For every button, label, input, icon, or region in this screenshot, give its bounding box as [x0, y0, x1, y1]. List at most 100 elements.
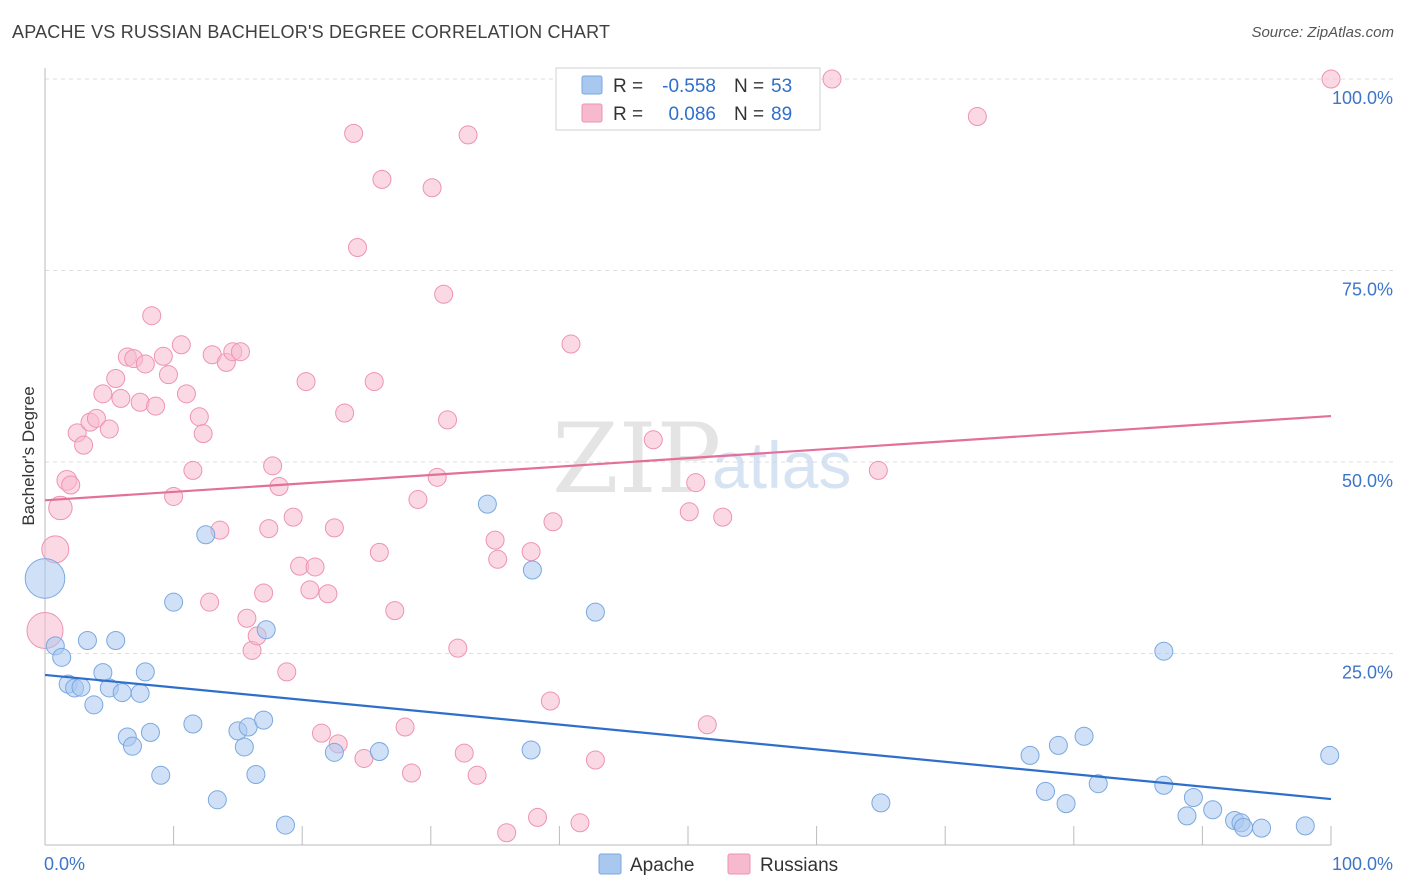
- russian-point: [93, 384, 113, 404]
- chart-title: APACHE VS RUSSIAN BACHELOR'S DEGREE CORR…: [12, 22, 611, 42]
- apache-point: [1074, 726, 1094, 746]
- tick-labels: 25.0% 50.0% 75.0% 100.0% 0.0% 100.0%: [44, 88, 1393, 874]
- apache-point: [1177, 806, 1197, 826]
- russian-point: [395, 717, 415, 737]
- series-legend: Apache Russians: [598, 853, 838, 876]
- russian-point: [369, 542, 389, 562]
- russian-point: [300, 580, 320, 600]
- watermark: ZIP atlas: [552, 403, 851, 515]
- legend-apache-swatch: [598, 853, 622, 875]
- apache-point: [585, 602, 605, 622]
- russian-point: [111, 388, 131, 408]
- russian-point: [585, 750, 605, 770]
- russian-point: [277, 662, 297, 682]
- russian-point: [364, 372, 384, 392]
- russian-point: [263, 456, 283, 476]
- apache-point: [1154, 641, 1174, 661]
- russian-point: [422, 178, 442, 198]
- russian-point: [497, 823, 517, 843]
- apache-point: [1036, 781, 1056, 801]
- russian-point: [189, 407, 209, 427]
- russians-r-value: 0.086: [668, 104, 716, 125]
- apache-point: [1320, 745, 1340, 765]
- russian-point: [237, 608, 257, 628]
- watermark-zip: ZIP: [552, 403, 721, 515]
- russian-point: [570, 813, 590, 833]
- x-tick-label-end: 100.0%: [1332, 854, 1393, 874]
- apache-point: [324, 742, 344, 762]
- apache-point: [1234, 817, 1254, 837]
- apache-point: [84, 695, 104, 715]
- apache-point: [246, 765, 266, 785]
- russian-point: [438, 410, 458, 430]
- russian-point: [135, 354, 155, 374]
- russian-point: [146, 396, 166, 416]
- russian-point: [521, 542, 541, 562]
- legend-apache-label: Apache: [630, 855, 694, 876]
- y-tick-label: 75.0%: [1342, 280, 1393, 300]
- apache-point: [140, 722, 160, 742]
- russian-point: [528, 807, 548, 827]
- apache-r-value: -0.558: [662, 76, 716, 97]
- source-credit: Source: ZipAtlas.com: [1251, 24, 1394, 41]
- stats-legend: R = -0.558 N = 53 R = 0.086 N = 89: [555, 67, 821, 131]
- apache-point: [77, 630, 97, 650]
- y-tick-label: 50.0%: [1342, 471, 1393, 491]
- apache-point: [196, 525, 216, 545]
- russians-n-label: N =: [734, 104, 764, 125]
- russian-point: [822, 69, 842, 89]
- russian-point: [643, 430, 663, 450]
- russian-point: [142, 306, 162, 326]
- russian-point: [193, 424, 213, 444]
- russian-point: [158, 365, 178, 385]
- russian-point: [269, 477, 289, 497]
- data-points: [24, 69, 1341, 843]
- russian-point: [561, 334, 581, 354]
- russian-trend-line: [44, 414, 1332, 502]
- watermark-atlas: atlas: [712, 428, 851, 502]
- russians-r-label: R =: [613, 104, 643, 125]
- apache-swatch: [581, 75, 603, 95]
- apache-point: [1295, 816, 1315, 836]
- russian-point: [467, 765, 487, 785]
- russian-point: [679, 502, 699, 522]
- apache-point: [130, 683, 150, 703]
- x-tick-label-start: 0.0%: [44, 854, 85, 874]
- apache-point: [1088, 774, 1108, 794]
- apache-point: [521, 740, 541, 760]
- russian-point: [868, 460, 888, 480]
- russian-point: [427, 467, 447, 487]
- apache-point: [1252, 818, 1272, 838]
- russian-point: [713, 507, 733, 527]
- y-tick-label: 25.0%: [1342, 663, 1393, 683]
- russian-point: [86, 408, 106, 428]
- russian-point: [296, 372, 316, 392]
- apache-point: [254, 710, 274, 730]
- apache-point: [71, 677, 91, 697]
- apache-point: [256, 620, 276, 640]
- russians-n-value: 89: [771, 104, 792, 125]
- russian-point: [324, 518, 344, 538]
- russian-point: [48, 495, 73, 521]
- russian-point: [106, 369, 126, 389]
- russian-point: [1321, 69, 1341, 89]
- russian-point: [61, 475, 81, 495]
- apache-point: [106, 630, 126, 650]
- apache-point: [1020, 745, 1040, 765]
- russian-point: [171, 335, 191, 355]
- gridlines: [45, 78, 1395, 654]
- russian-point: [200, 592, 220, 612]
- apache-point: [207, 790, 227, 810]
- russian-point: [540, 691, 560, 711]
- apache-point: [477, 494, 497, 514]
- apache-point: [24, 558, 66, 599]
- apache-point: [234, 737, 254, 757]
- russian-point: [454, 743, 474, 763]
- apache-point: [122, 736, 142, 756]
- trend-lines: [44, 414, 1332, 801]
- russian-point: [74, 435, 94, 455]
- russian-point: [385, 601, 405, 621]
- apache-r-label: R =: [613, 76, 643, 97]
- russian-point: [485, 530, 505, 550]
- y-axis-title: Bachelor's Degree: [19, 386, 38, 525]
